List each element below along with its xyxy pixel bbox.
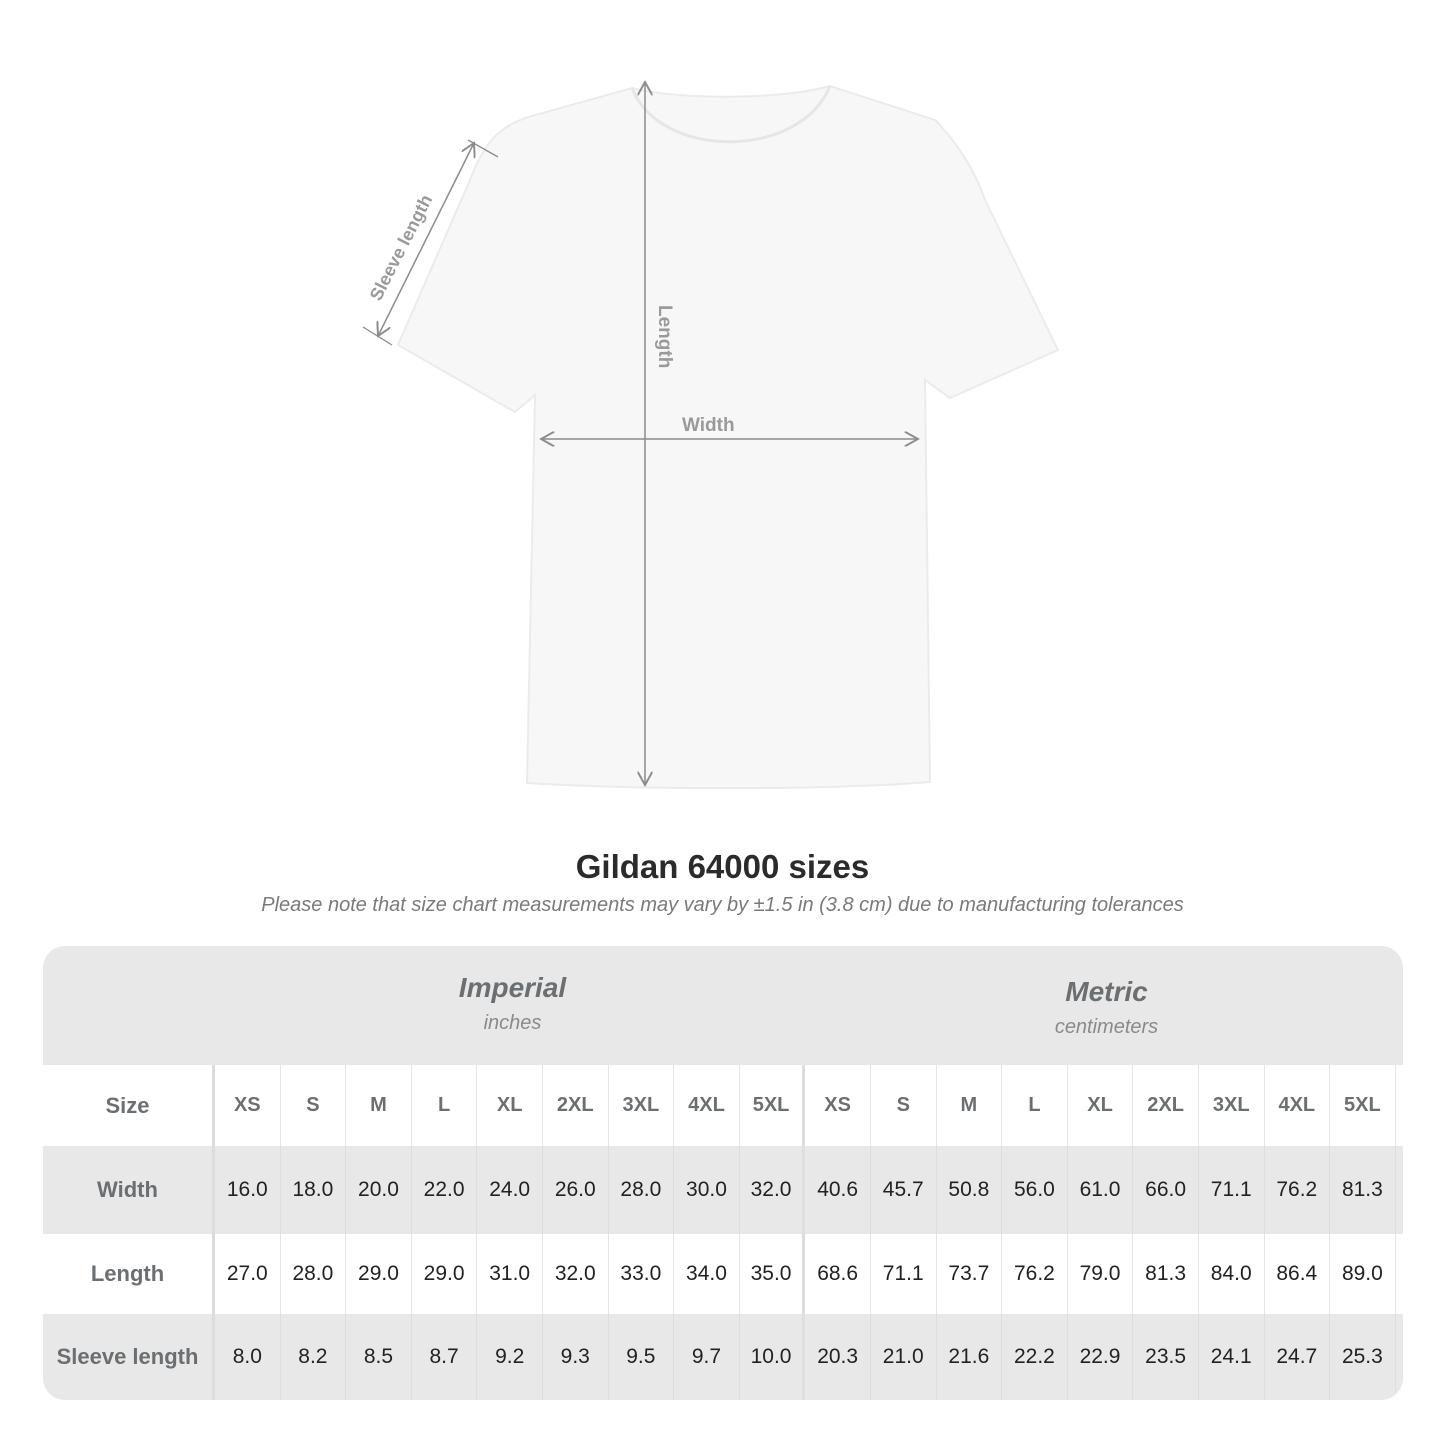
sleeve-arrow (378, 143, 474, 336)
metric-value-cell: 84.0 (1199, 1234, 1265, 1314)
tshirt-diagram: Sleeve length Length Width (362, 0, 1060, 790)
size-header-cell: 2XL (543, 1065, 609, 1146)
metric-value-cell: 23.5 (1133, 1314, 1199, 1400)
metric-value-cell: 86.4 (1265, 1234, 1331, 1314)
metric-value-cell: 50.8 (937, 1146, 1003, 1234)
metric-value-cell: 71.1 (1199, 1146, 1265, 1234)
metric-value-cell: 81.3 (1133, 1234, 1199, 1314)
imperial-value-cell: 35.0 (740, 1234, 806, 1314)
size-header-cell: 4XL (1265, 1065, 1331, 1146)
imperial-value-cell: 8.5 (346, 1314, 412, 1400)
imperial-value-cell: 9.3 (543, 1314, 609, 1400)
imperial-value-cell: 16.0 (215, 1146, 281, 1234)
row-label: Length (43, 1234, 215, 1314)
size-table: Imperial inches Metric centimeters Size X… (43, 946, 1403, 1400)
row-label: Width (43, 1146, 215, 1234)
size-header-cell: L (1002, 1065, 1068, 1146)
metric-value-cell: 24.1 (1199, 1314, 1265, 1400)
metric-value-cell: 22.9 (1068, 1314, 1134, 1400)
metric-value-cell: 81.3 (1330, 1146, 1396, 1234)
size-header-cell: 3XL (609, 1065, 675, 1146)
metric-value-cell: 22.2 (1002, 1314, 1068, 1400)
tshirt-body (396, 84, 1060, 790)
imperial-value-cell: 9.7 (674, 1314, 740, 1400)
imperial-value-cell: 29.0 (412, 1234, 478, 1314)
imperial-value-cell: 9.5 (609, 1314, 675, 1400)
table-row: Length 27.0 28.0 29.0 29.0 31.0 32.0 33.0 34.0 35… (43, 1234, 1403, 1314)
imperial-value-cell: 18.0 (281, 1146, 347, 1234)
metric-value-cell: 79.0 (1068, 1234, 1134, 1314)
metric-value-cell: 25.3 (1330, 1314, 1396, 1400)
size-header-cell: 3XL (1199, 1065, 1265, 1146)
table-row: Sleeve length 8.0 8.2 8.5 8.7 9.2 9.3 9.5 9.7 10.… (43, 1314, 1403, 1400)
imperial-value-cell: 33.0 (609, 1234, 675, 1314)
tolerance-note: Please note that size chart measurements… (261, 894, 1184, 916)
size-header-cell: 2XL (1133, 1065, 1199, 1146)
size-header-cell: S (281, 1065, 347, 1146)
row-label: Sleeve length (43, 1314, 215, 1400)
metric-value-cell: 21.6 (937, 1314, 1003, 1400)
metric-value-cell: 40.6 (805, 1146, 871, 1234)
size-header-cell: 5XL (1330, 1065, 1396, 1146)
metric-value-cell: 56.0 (1002, 1146, 1068, 1234)
size-header-cell: XS (215, 1065, 281, 1146)
length-label: Length (654, 305, 675, 368)
imperial-value-cell: 10.0 (740, 1314, 806, 1400)
imperial-value-cell: 8.2 (281, 1314, 347, 1400)
size-header-cell: S (871, 1065, 937, 1146)
metric-value-cell: 89.0 (1330, 1234, 1396, 1314)
metric-value-cell: 24.7 (1265, 1314, 1331, 1400)
size-header-cell: L (412, 1065, 478, 1146)
imperial-unit: inches (483, 1012, 542, 1034)
metric-value-cell: 21.0 (871, 1314, 937, 1400)
imperial-value-cell: 30.0 (674, 1146, 740, 1234)
imperial-value-cell: 8.7 (412, 1314, 478, 1400)
metric-label: Metric (1065, 976, 1148, 1007)
imperial-value-cell: 32.0 (740, 1146, 806, 1234)
imperial-value-cell: 24.0 (477, 1146, 543, 1234)
metric-value-cell: 66.0 (1133, 1146, 1199, 1234)
size-header-cell: 4XL (674, 1065, 740, 1146)
row-label: Size (43, 1065, 215, 1146)
metric-header: Metric centimeters (810, 946, 1403, 1064)
size-header-cell: 5XL (740, 1065, 806, 1146)
imperial-label: Imperial (458, 972, 567, 1003)
size-header-cell: M (346, 1065, 412, 1146)
imperial-value-cell: 20.0 (346, 1146, 412, 1234)
size-header-cell: XS (805, 1065, 871, 1146)
imperial-value-cell: 26.0 (543, 1146, 609, 1234)
imperial-value-cell: 22.0 (412, 1146, 478, 1234)
width-label: Width (682, 415, 735, 436)
metric-value-cell: 76.2 (1002, 1234, 1068, 1314)
metric-value-cell: 71.1 (871, 1234, 937, 1314)
imperial-value-cell: 8.0 (215, 1314, 281, 1400)
page-title: Gildan 64000 sizes (575, 848, 870, 885)
metric-value-cell: 73.7 (937, 1234, 1003, 1314)
imperial-value-cell: 28.0 (609, 1146, 675, 1234)
metric-value-cell: 45.7 (871, 1146, 937, 1234)
size-header-cell: XL (1068, 1065, 1134, 1146)
imperial-value-cell: 31.0 (477, 1234, 543, 1314)
imperial-header: Imperial inches (215, 946, 810, 1064)
metric-value-cell: 20.3 (805, 1314, 871, 1400)
imperial-value-cell: 29.0 (346, 1234, 412, 1314)
size-header-row: Size XS S M L XL 2XL 3XL 4XL 5XL XS S M L XL 2XL 3XL 4XL 5… (43, 1065, 1403, 1146)
size-header-cell: XL (477, 1065, 543, 1146)
metric-value-cell: 61.0 (1068, 1146, 1134, 1234)
size-header-cell: M (937, 1065, 1003, 1146)
imperial-value-cell: 9.2 (477, 1314, 543, 1400)
imperial-value-cell: 34.0 (674, 1234, 740, 1314)
imperial-value-cell: 32.0 (543, 1234, 609, 1314)
metric-value-cell: 76.2 (1265, 1146, 1331, 1234)
metric-value-cell: 68.6 (805, 1234, 871, 1314)
imperial-value-cell: 27.0 (215, 1234, 281, 1314)
table-row: Width 16.0 18.0 20.0 22.0 24.0 26.0 28.0 30.0 32.… (43, 1146, 1403, 1234)
metric-unit: centimeters (1054, 1016, 1159, 1038)
imperial-value-cell: 28.0 (281, 1234, 347, 1314)
